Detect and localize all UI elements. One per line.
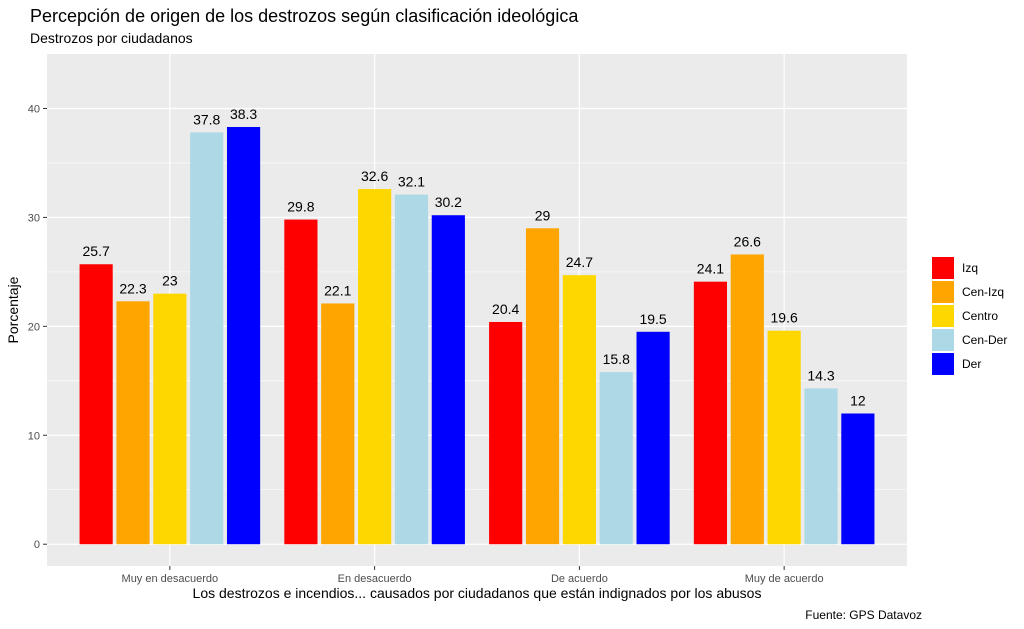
bar-value-label: 19.6 xyxy=(771,310,798,326)
x-tick-label: Muy en desacuerdo xyxy=(122,573,219,585)
bar xyxy=(599,372,633,545)
bar-value-label: 30.2 xyxy=(435,194,462,210)
bar xyxy=(321,303,355,545)
legend-label: Centro xyxy=(962,309,999,323)
bar xyxy=(730,254,764,545)
source-caption: Fuente: GPS Datavoz xyxy=(805,608,922,622)
legend-item: Izq xyxy=(932,256,1007,280)
bar-value-label: 32.1 xyxy=(398,174,425,190)
bar-value-label: 38.3 xyxy=(230,106,257,122)
bar-value-label: 37.8 xyxy=(193,111,220,127)
bar-value-label: 12 xyxy=(850,392,866,408)
bar xyxy=(153,293,187,545)
y-tick-label: 30 xyxy=(28,212,40,224)
y-tick-label: 20 xyxy=(28,321,40,333)
x-tick-label: En desacuerdo xyxy=(338,573,412,585)
bar-value-label: 26.6 xyxy=(734,233,761,249)
bar-value-label: 15.8 xyxy=(603,351,630,367)
legend-swatch xyxy=(932,257,954,279)
bar xyxy=(284,219,318,545)
bar xyxy=(79,264,113,545)
bar xyxy=(525,228,560,545)
bar xyxy=(636,331,670,545)
bar-value-label: 25.7 xyxy=(83,243,110,259)
bar-value-label: 14.3 xyxy=(807,367,834,383)
bar xyxy=(804,388,838,545)
bar xyxy=(358,189,392,545)
chart-subtitle: Destrozos por ciudadanos xyxy=(30,30,193,46)
y-axis-title: Porcentaje xyxy=(5,276,21,343)
bar-value-label: 23 xyxy=(162,273,178,289)
bar-value-label: 29 xyxy=(535,207,551,223)
bar-value-label: 32.6 xyxy=(361,168,388,184)
bar-value-label: 24.7 xyxy=(566,254,593,270)
legend-swatch xyxy=(932,329,954,351)
legend-label: Der xyxy=(962,357,982,371)
bar xyxy=(116,301,150,545)
bar xyxy=(562,275,596,545)
x-tick-label: De acuerdo xyxy=(551,573,608,585)
chart-title: Percepción de origen de los destrozos se… xyxy=(30,6,579,26)
bar-value-label: 19.5 xyxy=(639,311,666,327)
legend-item: Cen-Der xyxy=(932,328,1007,352)
bar-value-label: 29.8 xyxy=(287,199,314,215)
bar-value-label: 22.3 xyxy=(119,280,146,296)
x-axis-title: Los destrozos e incendios... causados po… xyxy=(193,585,762,601)
bar xyxy=(767,330,801,545)
legend-swatch xyxy=(932,353,954,375)
bar xyxy=(226,126,261,545)
bar xyxy=(841,413,875,545)
y-tick-label: 10 xyxy=(28,430,40,442)
legend-swatch xyxy=(932,281,954,303)
legend-item: Centro xyxy=(932,304,1007,328)
legend-label: Izq xyxy=(962,261,979,275)
bar-value-label: 22.1 xyxy=(324,282,351,298)
y-tick-label: 40 xyxy=(28,103,40,115)
legend-label: Cen-Der xyxy=(962,333,1008,347)
legend: Izq Cen-Izq Centro Cen-Der Der xyxy=(932,256,1007,376)
legend-swatch xyxy=(932,305,954,327)
bar xyxy=(190,132,224,545)
bar-value-label: 24.1 xyxy=(697,261,724,277)
bar-value-label: 20.4 xyxy=(492,301,519,317)
bar xyxy=(693,281,728,545)
y-tick-label: 0 xyxy=(34,539,40,551)
x-tick-label: Muy de acuerdo xyxy=(745,573,824,585)
legend-item: Cen-Izq xyxy=(932,280,1007,304)
bar xyxy=(394,194,429,545)
bar xyxy=(431,215,465,545)
legend-item: Der xyxy=(932,352,1007,376)
legend-label: Cen-Izq xyxy=(962,285,1005,299)
bar xyxy=(489,321,523,545)
